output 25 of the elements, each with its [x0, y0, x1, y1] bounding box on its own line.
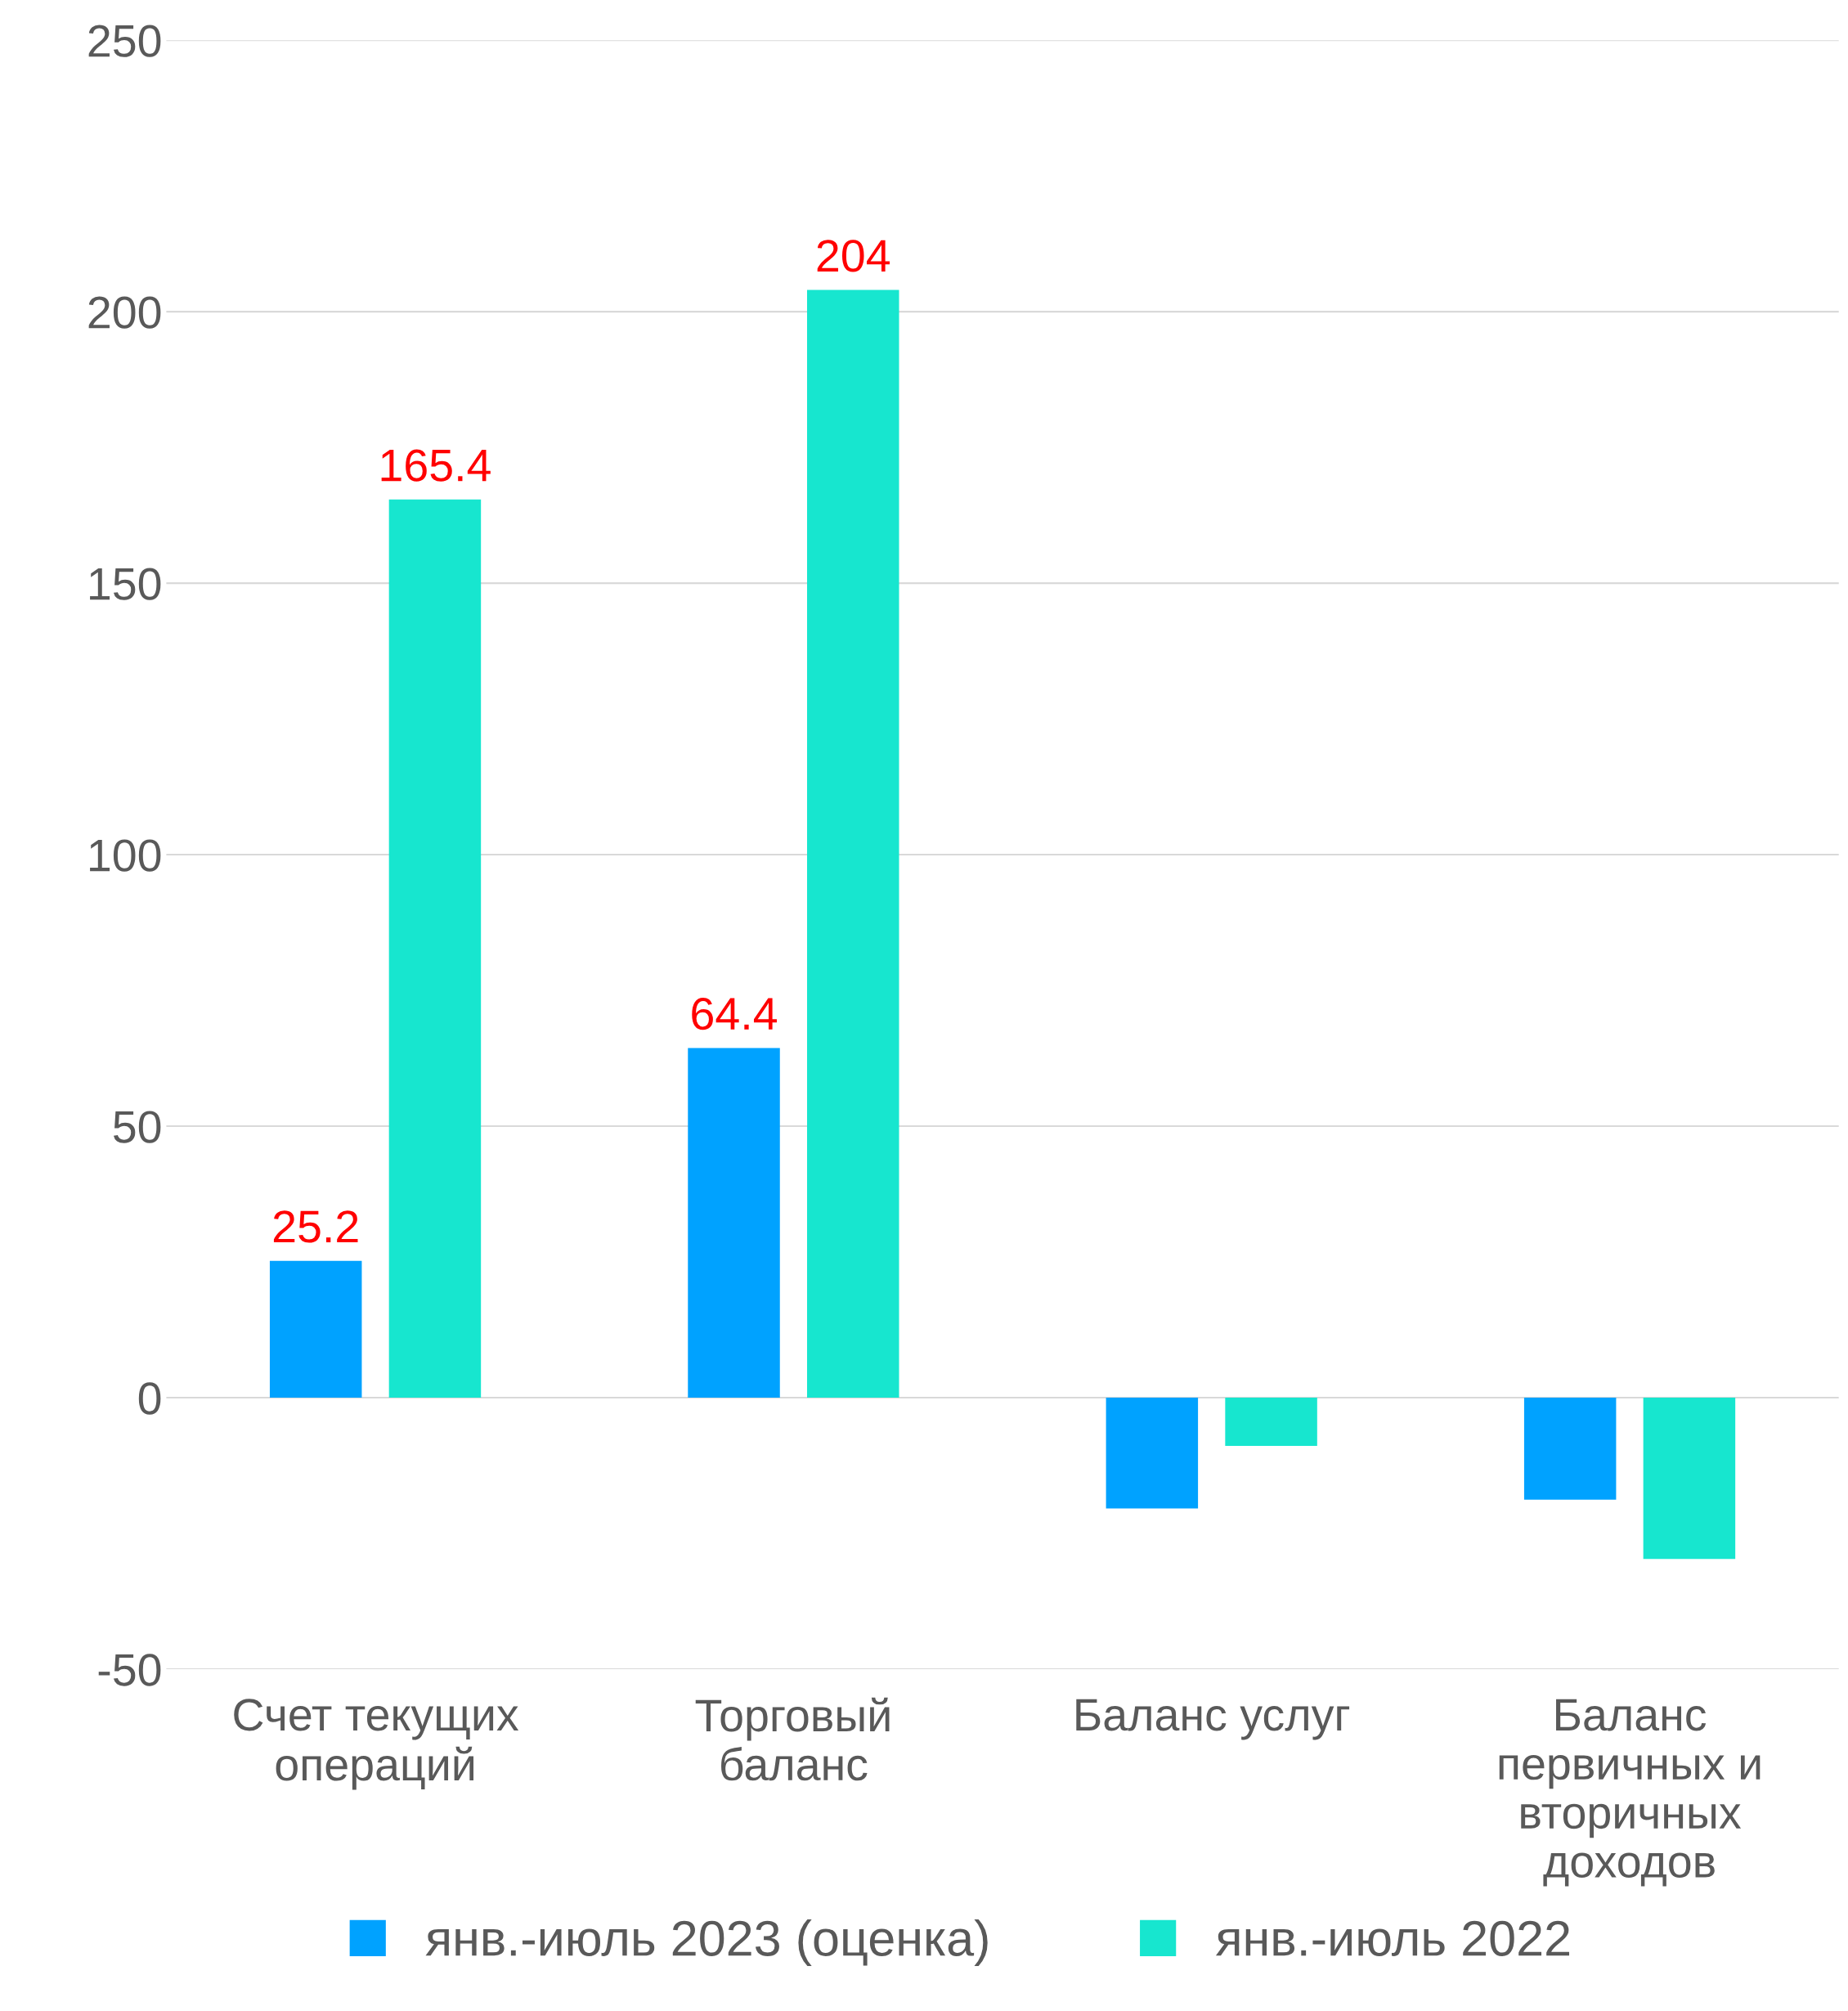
y-tick-label: 50 — [113, 1111, 161, 1143]
bar — [1225, 1398, 1317, 1447]
x-tick-label: Торговый баланс — [695, 1697, 890, 1781]
bar — [269, 1260, 362, 1398]
x-tick-label: Счет текущих операций — [234, 1699, 519, 1790]
x-tick-label: Баланс первичных и вторичных доходов — [1499, 1699, 1761, 1887]
bar — [1106, 1398, 1199, 1509]
bar — [388, 499, 482, 1398]
y-tick-label: -50 — [98, 1654, 161, 1686]
data-label: 165.4 — [381, 449, 491, 482]
legend-label: янв.-июль 2022 — [1215, 1920, 1570, 1956]
bar — [688, 1048, 780, 1398]
data-label: 64.4 — [692, 998, 777, 1030]
data-label: 25.2 — [273, 1210, 358, 1243]
x-tick-label: Баланс услуг — [1076, 1699, 1350, 1740]
y-tick-label: 200 — [88, 296, 161, 329]
bar — [1643, 1398, 1736, 1560]
y-tick-label: 250 — [88, 25, 161, 57]
y-tick-label: 150 — [90, 568, 161, 600]
bar — [1523, 1398, 1617, 1500]
data-label: 204 — [817, 240, 890, 272]
y-tick-label: 0 — [138, 1382, 161, 1415]
bar — [807, 290, 899, 1398]
legend-label: янв.-июль 2023 (оценка) — [425, 1919, 988, 1966]
y-tick-label: 100 — [90, 839, 161, 872]
